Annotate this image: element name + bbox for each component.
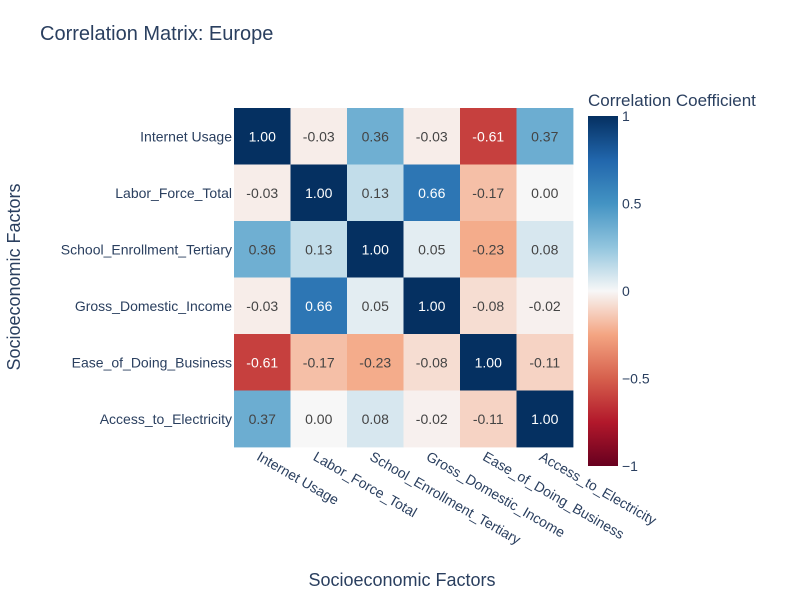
colorbar-tick-3: −0.5 — [622, 371, 650, 387]
heatmap-cell-school-enrollment-tertiary-labor-force-total — [290, 221, 348, 278]
heatmap-cell-internet-usage-access-to-electricity — [516, 108, 574, 165]
heatmap-cells — [234, 108, 574, 448]
heatmap-cell-labor-force-total-labor-force-total — [290, 164, 348, 222]
heatmap-cell-label-internet-usage-ease-of-doing-business: -0.61 — [472, 128, 504, 144]
heatmap-cell-access-to-electricity-access-to-electricity — [516, 390, 574, 448]
y-tick-access-to-electricity: Access_to_Electricity — [100, 411, 232, 427]
heatmap-cell-labels: 1.00 -0.03 0.36 -0.03 -0.61 0.37 -0.03 1.00 0.13… — [246, 128, 561, 427]
heatmap-cell-label-internet-usage-internet-usage: 1.00 — [249, 128, 276, 144]
heatmap-cell-label-labor-force-total-internet-usage: -0.03 — [246, 185, 278, 201]
y-tick-gross-domestic-income: Gross_Domestic_Income — [75, 298, 232, 314]
x-axis-title: Socioeconomic Factors — [308, 570, 495, 590]
colorbar-tick-4: −1 — [622, 458, 638, 474]
heatmap-cell-label-labor-force-total-access-to-electricity: 0.00 — [531, 185, 558, 201]
heatmap-cell-school-enrollment-tertiary-ease-of-doing-business — [460, 221, 517, 278]
colorbar: Correlation Coefficient 1 0.5 0 −0.5 −1 — [588, 91, 756, 474]
heatmap-cell-internet-usage-internet-usage — [234, 108, 291, 165]
heatmap-cell-labor-force-total-school-enrollment-tertiary — [347, 164, 404, 222]
heatmap-cell-label-school-enrollment-tertiary-ease-of-doing-business: -0.23 — [472, 241, 504, 257]
heatmap-cell-label-ease-of-doing-business-internet-usage: -0.61 — [246, 354, 278, 370]
heatmap-cell-label-school-enrollment-tertiary-access-to-electricity: 0.08 — [531, 241, 558, 257]
heatmap-cell-access-to-electricity-school-enrollment-tertiary — [347, 390, 404, 448]
heatmap-cell-label-ease-of-doing-business-gross-domestic-income: -0.08 — [416, 354, 448, 370]
heatmap-cell-label-school-enrollment-tertiary-labor-force-total: 0.13 — [305, 241, 332, 257]
heatmap-cell-label-gross-domestic-income-access-to-electricity: -0.02 — [529, 298, 561, 314]
heatmap-cell-internet-usage-gross-domestic-income — [403, 108, 461, 165]
heatmap-cell-label-access-to-electricity-access-to-electricity: 1.00 — [531, 411, 558, 427]
y-tick-labor-force-total: Labor_Force_Total — [115, 185, 232, 201]
heatmap-cell-gross-domestic-income-gross-domestic-income — [403, 277, 461, 335]
heatmap-cell-gross-domestic-income-school-enrollment-tertiary — [347, 277, 404, 335]
heatmap-cell-access-to-electricity-ease-of-doing-business — [460, 390, 517, 448]
heatmap-cell-label-internet-usage-gross-domestic-income: -0.03 — [416, 128, 448, 144]
heatmap-cell-ease-of-doing-business-labor-force-total — [290, 334, 348, 391]
heatmap-cell-label-ease-of-doing-business-ease-of-doing-business: 1.00 — [475, 354, 502, 370]
heatmap-cell-gross-domestic-income-internet-usage — [234, 277, 291, 335]
x-tick-labor-force-total: Labor_Force_Total — [311, 448, 420, 520]
heatmap-cell-labor-force-total-internet-usage — [234, 164, 291, 222]
heatmap-cell-label-school-enrollment-tertiary-school-enrollment-tertiary: 1.00 — [362, 241, 389, 257]
heatmap-cell-access-to-electricity-labor-force-total — [290, 390, 348, 448]
heatmap-cell-gross-domestic-income-labor-force-total — [290, 277, 348, 335]
colorbar-tick-2: 0 — [622, 283, 630, 299]
y-tick-school-enrollment-tertiary: School_Enrollment_Tertiary — [61, 241, 232, 257]
heatmap-cell-label-access-to-electricity-labor-force-total: 0.00 — [305, 411, 332, 427]
y-tick-ease-of-doing-business: Ease_of_Doing_Business — [72, 354, 232, 370]
heatmap-cell-access-to-electricity-gross-domestic-income — [403, 390, 461, 448]
heatmap-cell-label-internet-usage-access-to-electricity: 0.37 — [531, 128, 558, 144]
chart-title: Correlation Matrix: Europe — [40, 23, 273, 45]
heatmap-cell-label-gross-domestic-income-internet-usage: -0.03 — [246, 298, 278, 314]
heatmap-cell-labor-force-total-ease-of-doing-business — [460, 164, 517, 222]
heatmap-cell-ease-of-doing-business-access-to-electricity — [516, 334, 574, 391]
heatmap-cell-label-access-to-electricity-gross-domestic-income: -0.02 — [416, 411, 448, 427]
heatmap-cell-internet-usage-labor-force-total — [290, 108, 348, 165]
heatmap-cell-label-internet-usage-labor-force-total: -0.03 — [303, 128, 335, 144]
heatmap-cell-labor-force-total-access-to-electricity — [516, 164, 574, 222]
heatmap-cell-school-enrollment-tertiary-access-to-electricity — [516, 221, 574, 278]
colorbar-tick-labels: 1 0.5 0 −0.5 −1 — [622, 108, 650, 474]
heatmap-cell-labor-force-total-gross-domestic-income — [403, 164, 461, 222]
heatmap-cell-label-ease-of-doing-business-labor-force-total: -0.17 — [303, 354, 335, 370]
heatmap-cell-label-gross-domestic-income-labor-force-total: 0.66 — [305, 298, 332, 314]
heatmap-cell-label-gross-domestic-income-gross-domestic-income: 1.00 — [418, 298, 445, 314]
y-tick-internet-usage: Internet Usage — [140, 128, 232, 144]
heatmap-cell-label-ease-of-doing-business-school-enrollment-tertiary: -0.23 — [359, 354, 391, 370]
heatmap-cell-label-access-to-electricity-ease-of-doing-business: -0.11 — [473, 411, 504, 427]
heatmap-cell-label-school-enrollment-tertiary-gross-domestic-income: 0.05 — [418, 241, 445, 257]
heatmap-cell-label-labor-force-total-ease-of-doing-business: -0.17 — [472, 185, 504, 201]
heatmap-cell-label-school-enrollment-tertiary-internet-usage: 0.36 — [249, 241, 276, 257]
heatmap-cell-gross-domestic-income-access-to-electricity — [516, 277, 574, 335]
heatmap-cell-label-labor-force-total-gross-domestic-income: 0.66 — [418, 185, 445, 201]
heatmap-cell-label-labor-force-total-school-enrollment-tertiary: 0.13 — [362, 185, 389, 201]
heatmap-cell-access-to-electricity-internet-usage — [234, 390, 291, 448]
heatmap-cell-school-enrollment-tertiary-school-enrollment-tertiary — [347, 221, 404, 278]
heatmap-cell-ease-of-doing-business-internet-usage — [234, 334, 291, 391]
y-axis-title: Socioeconomic Factors — [4, 183, 24, 370]
heatmap-cell-label-gross-domestic-income-ease-of-doing-business: -0.08 — [472, 298, 504, 314]
heatmap-cell-ease-of-doing-business-ease-of-doing-business — [460, 334, 517, 391]
heatmap-cell-label-ease-of-doing-business-access-to-electricity: -0.11 — [529, 354, 560, 370]
heatmap-cell-label-gross-domestic-income-school-enrollment-tertiary: 0.05 — [362, 298, 389, 314]
heatmap-cell-label-access-to-electricity-internet-usage: 0.37 — [249, 411, 276, 427]
heatmap-cell-ease-of-doing-business-gross-domestic-income — [403, 334, 461, 391]
colorbar-tick-0: 1 — [622, 108, 630, 124]
colorbar-tick-1: 0.5 — [622, 196, 642, 212]
y-axis-tick-labels: Internet Usage Labor_Force_Total School_En… — [61, 128, 232, 427]
heatmap-cell-ease-of-doing-business-school-enrollment-tertiary — [347, 334, 404, 391]
heatmap-cell-school-enrollment-tertiary-internet-usage — [234, 221, 291, 278]
heatmap-cell-internet-usage-school-enrollment-tertiary — [347, 108, 404, 165]
heatmap-cell-label-access-to-electricity-school-enrollment-tertiary: 0.08 — [362, 411, 389, 427]
colorbar-gradient — [588, 116, 618, 466]
heatmap-cell-label-internet-usage-school-enrollment-tertiary: 0.36 — [362, 128, 389, 144]
colorbar-title: Correlation Coefficient — [588, 91, 756, 110]
heatmap-cell-internet-usage-ease-of-doing-business — [460, 108, 517, 165]
heatmap-cell-label-labor-force-total-labor-force-total: 1.00 — [305, 185, 332, 201]
heatmap-cell-school-enrollment-tertiary-gross-domestic-income — [403, 221, 461, 278]
heatmap-cell-gross-domestic-income-ease-of-doing-business — [460, 277, 517, 335]
